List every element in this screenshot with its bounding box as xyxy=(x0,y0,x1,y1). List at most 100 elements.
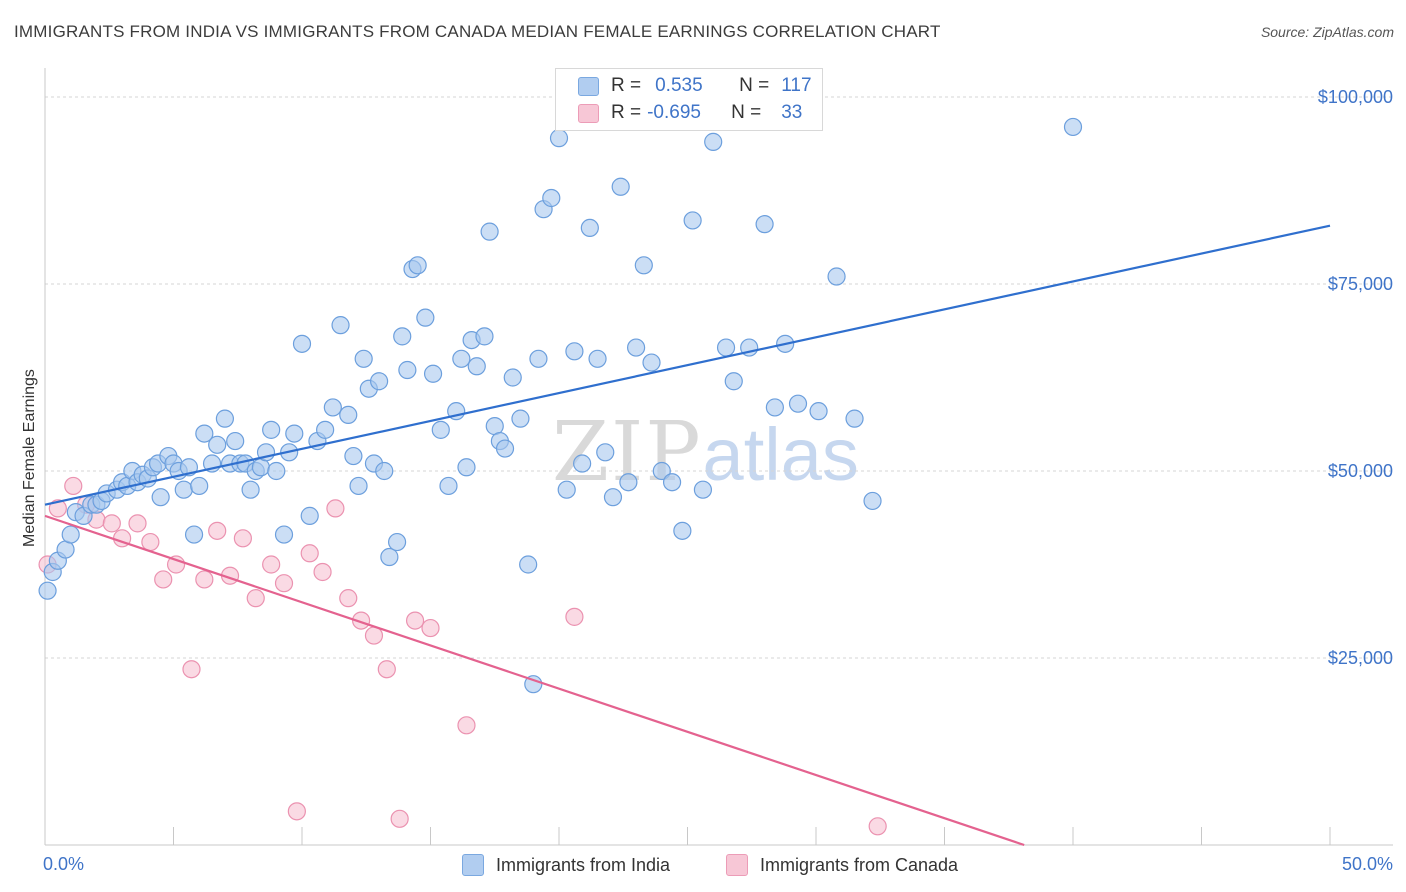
india-point xyxy=(393,327,412,346)
legend-item-india: Immigrants from India xyxy=(462,852,670,878)
india-point xyxy=(475,327,494,346)
canada-point xyxy=(128,514,147,533)
india-point xyxy=(634,256,653,275)
india-point xyxy=(611,177,630,196)
india-point xyxy=(300,506,319,525)
canada-trend-line xyxy=(44,514,1025,847)
india-point xyxy=(331,316,350,335)
india-trend-line xyxy=(44,224,1331,506)
canada-point xyxy=(339,589,358,608)
correlation-legend: R = 0.535 N = 117 R = -0.695 N = 33 xyxy=(555,68,823,131)
india-point xyxy=(274,525,294,544)
india-point xyxy=(673,521,692,540)
india-point xyxy=(495,439,515,458)
canada-point xyxy=(102,514,121,533)
canada-point xyxy=(246,589,265,608)
india-point xyxy=(416,308,435,327)
india-point xyxy=(511,409,530,428)
india-point xyxy=(1063,117,1083,137)
chart-title: IMMIGRANTS FROM INDIA VS IMMIGRANTS FROM… xyxy=(14,22,941,41)
india-point xyxy=(195,424,214,443)
india-point xyxy=(503,368,522,387)
india-point xyxy=(208,435,227,454)
india-r-value: 0.535 xyxy=(655,75,703,96)
india-point xyxy=(529,349,548,368)
india-point xyxy=(755,215,774,234)
india-point xyxy=(716,338,736,357)
india-point xyxy=(619,473,638,492)
india-point xyxy=(580,218,599,237)
axis-labels: $25,000 $50,000 $75,000 $100,000 0.0% 50.0% Me… xyxy=(21,87,1393,874)
watermark-atlas: atlas xyxy=(702,413,859,496)
india-point xyxy=(596,443,615,462)
y-tick-label: $75,000 xyxy=(1328,274,1393,294)
india-point xyxy=(588,349,607,368)
india-point xyxy=(226,431,245,451)
india-point xyxy=(431,420,450,439)
india-point xyxy=(704,132,723,151)
india-point xyxy=(344,446,363,466)
india-point xyxy=(724,372,743,391)
india-point xyxy=(316,420,335,439)
india-point xyxy=(788,394,808,413)
india-swatch xyxy=(578,76,599,96)
india-point xyxy=(292,334,312,353)
india-point xyxy=(480,222,499,241)
india-point xyxy=(184,525,204,544)
india-point xyxy=(380,547,399,567)
india-n-label: N = xyxy=(739,75,770,96)
india-legend-label: Immigrants from India xyxy=(496,854,671,875)
india-point xyxy=(285,424,304,443)
canada-point xyxy=(233,529,252,548)
canada-point xyxy=(377,660,396,679)
india-point xyxy=(349,476,368,496)
canada-point xyxy=(390,809,409,828)
legend-row-india: R = 0.535 N = 117 xyxy=(578,73,812,99)
canada-point xyxy=(326,499,345,518)
india-point xyxy=(542,188,561,208)
x-tick-label: 0.0% xyxy=(43,854,84,874)
india-point xyxy=(423,364,443,383)
india-point xyxy=(693,480,713,499)
india-point xyxy=(174,480,193,499)
india-point xyxy=(467,357,486,376)
canada-point xyxy=(154,570,173,589)
canada-r-value: -0.695 xyxy=(647,102,701,123)
india-point xyxy=(387,532,407,552)
india-point xyxy=(557,480,576,499)
canada-point xyxy=(352,611,371,630)
india-point xyxy=(549,129,569,148)
india-point xyxy=(439,476,458,496)
india-point xyxy=(457,458,476,477)
india-r-label: R = xyxy=(611,75,642,96)
india-point xyxy=(524,675,543,694)
india-point xyxy=(603,488,623,507)
india-point xyxy=(151,488,170,507)
india-legend-swatch xyxy=(462,854,484,876)
canada-point xyxy=(182,660,201,679)
india-point xyxy=(845,409,864,428)
india-point xyxy=(370,372,389,391)
india-point xyxy=(241,480,260,499)
canada-point xyxy=(287,802,306,821)
canada-swatch xyxy=(578,103,599,123)
india-n-value: 117 xyxy=(781,75,812,96)
canada-point xyxy=(421,618,440,638)
canada-point xyxy=(313,562,332,582)
india-point xyxy=(190,476,209,496)
india-point xyxy=(642,353,661,372)
canada-n-label: N = xyxy=(731,102,762,123)
canada-r-label: R = xyxy=(611,102,642,123)
india-point xyxy=(809,402,828,421)
canada-point xyxy=(262,555,281,574)
india-point xyxy=(573,454,592,473)
legend-row-canada: R = -0.695 N = 33 xyxy=(578,100,802,126)
india-point xyxy=(262,420,281,439)
india-point xyxy=(398,360,417,380)
india-point xyxy=(565,342,584,361)
canada-point xyxy=(405,611,425,630)
axes xyxy=(44,68,1393,846)
india-point xyxy=(652,461,671,481)
india-point xyxy=(354,349,373,368)
